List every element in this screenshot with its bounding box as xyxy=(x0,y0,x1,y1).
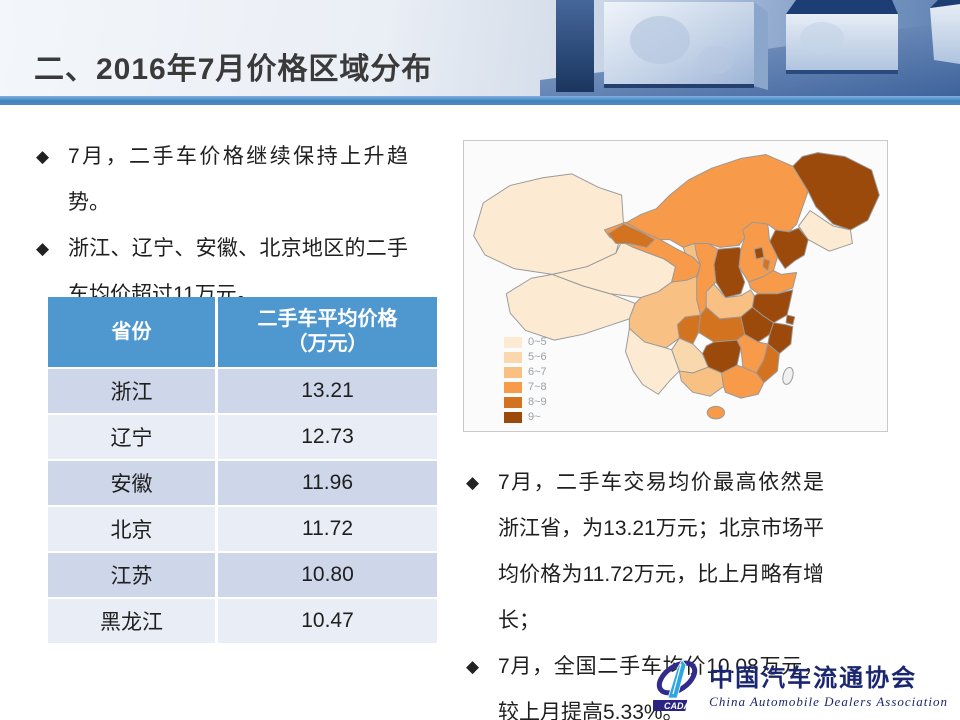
province-jilin xyxy=(798,210,853,252)
province-zhejiang xyxy=(767,322,794,355)
title-underline-band xyxy=(0,96,960,105)
province-cell: 江苏 xyxy=(48,553,215,597)
province-cell: 安徽 xyxy=(48,461,215,505)
legend-swatch xyxy=(504,412,522,423)
legend-label: 8~9 xyxy=(528,396,547,408)
legend-item: 5~6 xyxy=(504,350,547,365)
province-taiwan xyxy=(782,366,794,385)
legend-swatch xyxy=(504,397,522,408)
province-beijing xyxy=(753,246,765,260)
diamond-bullet-icon: ◆ xyxy=(466,473,480,492)
page-title: 二、2016年7月价格区域分布 xyxy=(34,53,433,86)
legend-label: 0~5 xyxy=(528,336,547,348)
legend-swatch xyxy=(504,382,522,393)
province-sichuan xyxy=(628,275,701,349)
province-yunnan xyxy=(625,328,680,395)
bullet-text: 7月，二手车价格继续保持上升趋势。 xyxy=(68,145,408,214)
cada-emblem-icon: CADA xyxy=(653,659,698,711)
province-cell: 北京 xyxy=(48,507,215,551)
table-header-province: 省份 xyxy=(48,297,215,367)
legend-item: 0~5 xyxy=(504,335,547,350)
legend-swatch xyxy=(504,337,522,348)
diamond-bullet-icon: ◆ xyxy=(36,147,50,166)
china-map-svg xyxy=(473,152,880,420)
legend-swatch xyxy=(504,367,522,378)
price-table: 省份 二手车平均价格 （万元） 浙江 13.21 辽宁 12.73 安徽 11.… xyxy=(48,297,437,643)
price-cell: 10.47 xyxy=(218,599,437,643)
legend-item: 7~8 xyxy=(504,380,547,395)
province-shanghai xyxy=(785,314,796,326)
price-cell: 11.96 xyxy=(218,461,437,505)
legend-item: 6~7 xyxy=(504,365,547,380)
china-price-map: 0~5 5~6 6~7 7~8 8~9 9~ xyxy=(463,140,888,432)
list-item: ◆ 7月，全国二手车均价10.08万元，较上月提高5.33%。 xyxy=(466,644,824,720)
province-cell: 辽宁 xyxy=(48,415,215,459)
bullet-text: 7月，二手车交易均价最高依然是浙江省，为13.21万元；北京市场平均价格为11.… xyxy=(498,471,824,632)
right-bullet-list: ◆ 7月，二手车交易均价最高依然是浙江省，为13.21万元；北京市场平均价格为1… xyxy=(466,460,824,720)
left-bullet-list: ◆ 7月，二手车价格继续保持上升趋势。 ◆ 浙江、辽宁、安徽、北京地区的二手车均… xyxy=(36,134,408,318)
cada-logo: CADA 中国汽车流通协会 China Automobile Dealers A… xyxy=(653,656,948,712)
table-header-price-line2: （万元） xyxy=(287,333,368,355)
price-cell: 13.21 xyxy=(218,369,437,413)
legend-item: 9~ xyxy=(504,410,547,425)
diamond-bullet-icon: ◆ xyxy=(36,239,50,258)
diamond-bullet-icon: ◆ xyxy=(466,657,480,676)
legend-label: 6~7 xyxy=(528,366,547,378)
province-cell: 浙江 xyxy=(48,369,215,413)
logo-name-en: China Automobile Dealers Association xyxy=(709,694,948,709)
legend-label: 7~8 xyxy=(528,381,547,393)
province-cell: 黑龙江 xyxy=(48,599,215,643)
logo-name-cn: 中国汽车流通协会 xyxy=(709,666,918,692)
province-heilongjiang xyxy=(792,152,880,231)
legend-item: 8~9 xyxy=(504,395,547,410)
bullet-text: 7月，全国二手车均价10.08万元，较上月提高5.33%。 xyxy=(498,655,824,720)
slide-header: 二、2016年7月价格区域分布 xyxy=(0,0,960,96)
province-guangxi xyxy=(678,366,725,397)
list-item: ◆ 7月，二手车交易均价最高依然是浙江省，为13.21万元；北京市场平均价格为1… xyxy=(466,460,824,644)
cubes-decoration-icon xyxy=(540,0,960,96)
region-neimenggu-west xyxy=(607,223,655,248)
price-cell: 12.73 xyxy=(218,415,437,459)
province-xinjiang xyxy=(473,173,625,275)
price-cell: 10.80 xyxy=(218,553,437,597)
province-shandong xyxy=(748,270,798,295)
map-legend: 0~5 5~6 6~7 7~8 8~9 9~ xyxy=(504,335,547,425)
legend-label: 5~6 xyxy=(528,351,547,363)
cada-badge-text: CADA xyxy=(664,701,690,711)
price-cell: 11.72 xyxy=(218,507,437,551)
province-guangdong xyxy=(721,364,765,399)
table-header-price-line1: 二手车平均价格 xyxy=(257,308,398,330)
legend-label: 9~ xyxy=(528,411,541,423)
province-tianjin xyxy=(762,258,771,272)
province-hainan xyxy=(706,405,726,420)
logo-text: 中国汽车流通协会 China Automobile Dealers Associ… xyxy=(709,658,948,710)
legend-swatch xyxy=(504,352,522,363)
list-item: ◆ 7月，二手车价格继续保持上升趋势。 xyxy=(36,134,408,226)
table-header-price: 二手车平均价格 （万元） xyxy=(218,297,437,367)
